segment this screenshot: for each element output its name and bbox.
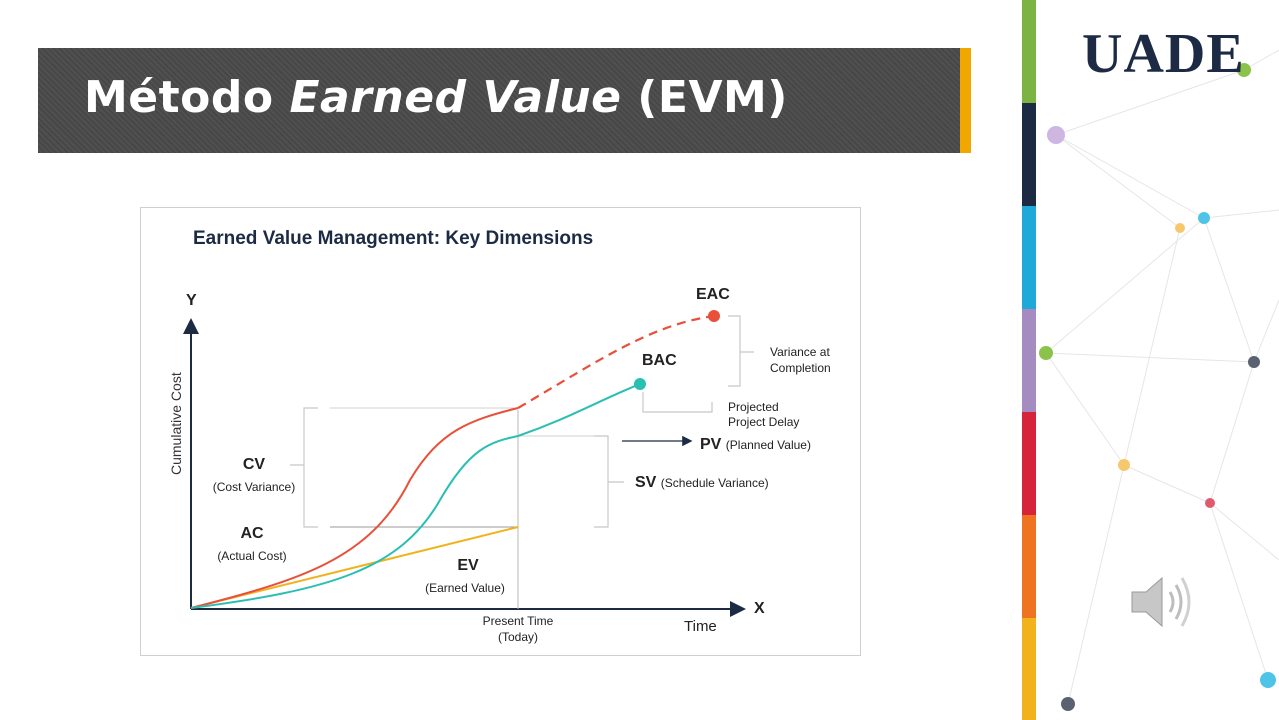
y-axis-letter: Y: [186, 292, 197, 309]
ev-label: EV: [457, 557, 479, 574]
ac-label: AC: [240, 525, 264, 542]
delay-label-line1: Projected: [728, 400, 779, 414]
sv-label: SV (Schedule Variance): [635, 474, 769, 492]
cv-label: CV: [242, 456, 266, 473]
ev-sub: (Earned Value): [425, 581, 505, 595]
vac-label-line1: Variance at: [770, 345, 830, 359]
ac-sub: (Actual Cost): [217, 549, 287, 563]
speaker-icon[interactable]: [1128, 570, 1198, 634]
x-axis-label: Time: [684, 618, 717, 635]
bac-label: BAC: [642, 352, 677, 369]
x-axis-letter: X: [754, 600, 765, 617]
slide-title: Método Earned Value (EVM): [84, 72, 788, 123]
uade-logo: UADE: [1082, 23, 1245, 85]
sv-sub: (Schedule Variance): [660, 476, 769, 490]
present-time-label: Present Time: [482, 614, 554, 628]
stripe-blue: [1022, 206, 1036, 309]
stripe-red: [1022, 412, 1036, 515]
cv-sub: (Cost Variance): [212, 480, 296, 494]
delay-label-line2: Project Delay: [728, 415, 800, 429]
title-accent-stripe: [960, 48, 971, 153]
present-time-sub: (Today): [497, 630, 538, 644]
stripe-navy: [1022, 103, 1036, 206]
stripe-orange: [1022, 515, 1036, 618]
stripe-purple: [1022, 309, 1036, 412]
pv-label: PV (Planned Value): [700, 436, 811, 454]
stripe-green: [1022, 0, 1036, 103]
vac-label-line2: Completion: [770, 361, 831, 375]
title-suffix: (EVM): [621, 72, 788, 123]
network-decoration: [1039, 49, 1279, 711]
eac-label: EAC: [696, 286, 730, 303]
title-bar: [38, 48, 960, 153]
figure-title: Earned Value Management: Key Dimensions: [193, 228, 594, 249]
title-italic: Earned Value: [289, 72, 622, 123]
title-prefix: Método: [84, 72, 290, 123]
pv-sub: (Planned Value): [725, 438, 811, 452]
pv-abbrev: PV: [700, 436, 722, 453]
sv-abbrev: SV: [635, 474, 657, 491]
stripe-yellow: [1022, 618, 1036, 720]
